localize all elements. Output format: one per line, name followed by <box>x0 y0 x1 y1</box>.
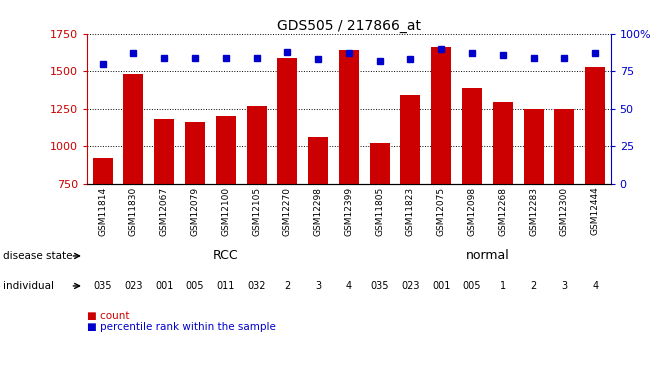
Bar <box>554 109 574 184</box>
Bar <box>246 106 266 184</box>
Text: individual: individual <box>3 281 54 291</box>
Text: ■ percentile rank within the sample: ■ percentile rank within the sample <box>87 322 276 332</box>
Text: GSM12298: GSM12298 <box>313 187 323 236</box>
Text: 005: 005 <box>186 281 204 291</box>
Text: 005: 005 <box>463 281 481 291</box>
Bar <box>462 88 482 184</box>
Bar <box>216 116 236 184</box>
Text: GSM12444: GSM12444 <box>590 187 600 236</box>
Text: GSM12075: GSM12075 <box>437 187 446 236</box>
Text: 3: 3 <box>562 281 568 291</box>
Text: GSM12268: GSM12268 <box>499 187 507 236</box>
Bar <box>585 67 605 184</box>
Bar <box>370 142 390 184</box>
Text: GSM12270: GSM12270 <box>283 187 292 236</box>
Text: GSM12300: GSM12300 <box>560 187 569 236</box>
Bar <box>277 58 297 184</box>
Bar <box>523 109 544 184</box>
Text: GSM12399: GSM12399 <box>344 187 354 236</box>
Text: 011: 011 <box>217 281 235 291</box>
Text: GSM11805: GSM11805 <box>375 187 384 236</box>
Text: 2: 2 <box>285 281 291 291</box>
Title: GDS505 / 217866_at: GDS505 / 217866_at <box>277 19 421 33</box>
Text: GSM12098: GSM12098 <box>468 187 476 236</box>
Bar <box>339 50 359 184</box>
Text: 001: 001 <box>432 281 450 291</box>
Text: 023: 023 <box>401 281 420 291</box>
Text: GSM12100: GSM12100 <box>221 187 230 236</box>
Text: GSM12105: GSM12105 <box>252 187 261 236</box>
Bar <box>123 74 144 184</box>
Text: 1: 1 <box>500 281 506 291</box>
Text: ■ count: ■ count <box>87 311 130 321</box>
Text: 023: 023 <box>124 281 143 291</box>
Text: 001: 001 <box>155 281 173 291</box>
Text: 035: 035 <box>93 281 112 291</box>
Text: GSM12067: GSM12067 <box>160 187 168 236</box>
Bar <box>401 95 421 184</box>
Text: RCC: RCC <box>213 249 239 262</box>
Text: GSM11823: GSM11823 <box>406 187 415 236</box>
Text: GSM11814: GSM11814 <box>98 187 107 236</box>
Bar <box>185 122 205 184</box>
Text: disease state: disease state <box>3 251 73 261</box>
Bar <box>308 136 328 184</box>
Text: 2: 2 <box>531 281 537 291</box>
Bar <box>154 118 174 184</box>
Text: GSM12283: GSM12283 <box>529 187 538 236</box>
Bar <box>493 102 513 184</box>
Text: 3: 3 <box>315 281 321 291</box>
Text: 4: 4 <box>346 281 352 291</box>
Text: GSM11830: GSM11830 <box>129 187 138 236</box>
Text: 4: 4 <box>592 281 599 291</box>
Bar <box>431 47 452 184</box>
Bar <box>93 158 113 184</box>
Text: normal: normal <box>466 249 509 262</box>
Text: GSM12079: GSM12079 <box>191 187 199 236</box>
Text: 032: 032 <box>248 281 266 291</box>
Text: 035: 035 <box>370 281 389 291</box>
